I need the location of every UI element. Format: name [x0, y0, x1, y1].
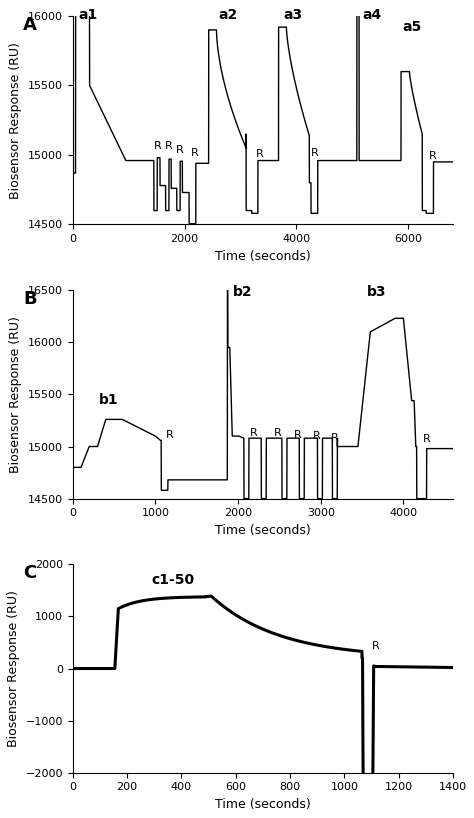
- Y-axis label: Biosensor Response (RU): Biosensor Response (RU): [9, 42, 22, 199]
- X-axis label: Time (seconds): Time (seconds): [215, 798, 311, 811]
- Text: A: A: [23, 16, 37, 34]
- Text: R: R: [255, 149, 264, 160]
- Text: R: R: [191, 148, 199, 158]
- Text: a5: a5: [402, 20, 422, 34]
- Text: B: B: [23, 290, 37, 308]
- X-axis label: Time (seconds): Time (seconds): [215, 524, 311, 537]
- Text: R: R: [423, 434, 430, 444]
- Text: R: R: [311, 148, 319, 158]
- Text: R: R: [372, 641, 380, 651]
- Y-axis label: Biosensor Response (RU): Biosensor Response (RU): [9, 316, 22, 473]
- Text: a3: a3: [283, 7, 302, 21]
- Text: b3: b3: [367, 285, 387, 299]
- Text: R: R: [165, 430, 173, 440]
- Text: R: R: [154, 141, 162, 151]
- Text: b1: b1: [99, 393, 118, 407]
- X-axis label: Time (seconds): Time (seconds): [215, 249, 311, 263]
- Text: C: C: [23, 564, 36, 582]
- Text: R: R: [274, 428, 282, 438]
- Text: R: R: [294, 430, 301, 440]
- Text: R: R: [176, 145, 184, 155]
- Text: R: R: [313, 431, 320, 441]
- Text: b2: b2: [232, 285, 252, 299]
- Text: a2: a2: [219, 7, 238, 21]
- Text: a1: a1: [79, 7, 98, 21]
- Text: R: R: [165, 141, 173, 151]
- Text: R: R: [250, 428, 258, 438]
- Text: c1-50: c1-50: [152, 573, 195, 587]
- Y-axis label: Biosensor Response (RU): Biosensor Response (RU): [7, 590, 20, 747]
- Text: R: R: [331, 434, 338, 443]
- Text: a4: a4: [362, 7, 382, 21]
- Text: R: R: [428, 151, 436, 160]
